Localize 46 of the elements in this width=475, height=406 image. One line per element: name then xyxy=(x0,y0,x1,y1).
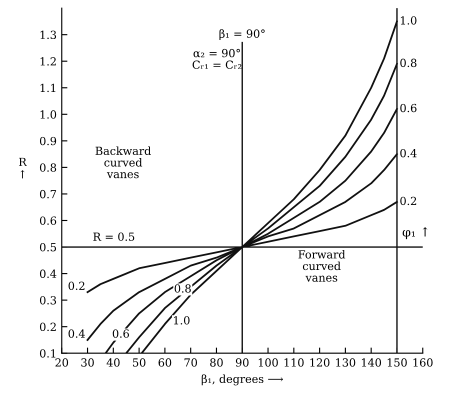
x-tick-label: 70 xyxy=(184,358,198,367)
y-tick-label: 0.6 xyxy=(40,216,56,225)
y-tick-label: 0.7 xyxy=(40,190,56,198)
series-label: 0.6 xyxy=(112,329,130,338)
text: 0.2 xyxy=(68,282,84,290)
annotation: Forward curved vanes xyxy=(298,250,346,282)
ref-line-label: R = 0.5 xyxy=(93,232,134,241)
x-tick-label: 130 xyxy=(336,358,356,367)
x-tick-label: 20 xyxy=(55,358,68,367)
y-tick-label: 0.2 xyxy=(40,322,56,332)
y-tick-label: 1.1 xyxy=(40,84,56,92)
annotation: Backward curved vanes xyxy=(96,146,151,178)
text: 1.0 xyxy=(400,16,416,25)
y-tick-label: 0.8 xyxy=(40,163,56,172)
x-tick-label: 50 xyxy=(132,358,146,367)
text: 0.6 xyxy=(400,104,417,112)
y-tick-label: 0.4 xyxy=(40,270,56,278)
series-label: 0.4 xyxy=(68,329,85,338)
series-label: 0.2 xyxy=(400,196,416,206)
x-tick-label: 100 xyxy=(258,358,278,367)
y-tick-label: 1.3 xyxy=(40,30,56,40)
x-tick-label: 140 xyxy=(362,358,382,367)
y-tick-label: 0.5 xyxy=(40,243,56,252)
x-tick-label: 40 xyxy=(106,358,120,367)
text: 0.8 xyxy=(400,58,416,68)
ref-line-label: β₁ = 90° xyxy=(219,29,265,40)
x-tick-label: 120 xyxy=(310,358,330,367)
y-tick-label: 1.2 xyxy=(40,57,56,66)
annotation: α₂ = 90° Cᵣ₁ = Cᵣ₂ xyxy=(192,48,242,69)
x-tick-label: 60 xyxy=(158,358,172,367)
series-label: 1.0 xyxy=(174,316,190,325)
y-tick-label: 0.1 xyxy=(40,349,56,358)
text: 0.4 xyxy=(400,148,417,158)
y-axis-title: R ↑ xyxy=(18,158,27,178)
x-axis-title: β₁, degrees ⟶ xyxy=(202,374,284,386)
ref-line-label: φ₁ ↑ xyxy=(402,227,428,240)
x-tick-label: 160 xyxy=(414,358,433,367)
x-tick-label: 80 xyxy=(210,358,223,367)
x-tick-label: 30 xyxy=(81,358,94,367)
series-label: 0.8 xyxy=(174,284,191,293)
y-tick-label: 1.0 xyxy=(40,110,56,119)
x-tick-label: 150 xyxy=(388,358,407,367)
x-tick-label: 90 xyxy=(236,358,249,367)
x-tick-label: 110 xyxy=(284,358,304,367)
y-tick-label: 0.9 xyxy=(40,136,56,146)
y-tick-label: 0.3 xyxy=(40,296,56,305)
